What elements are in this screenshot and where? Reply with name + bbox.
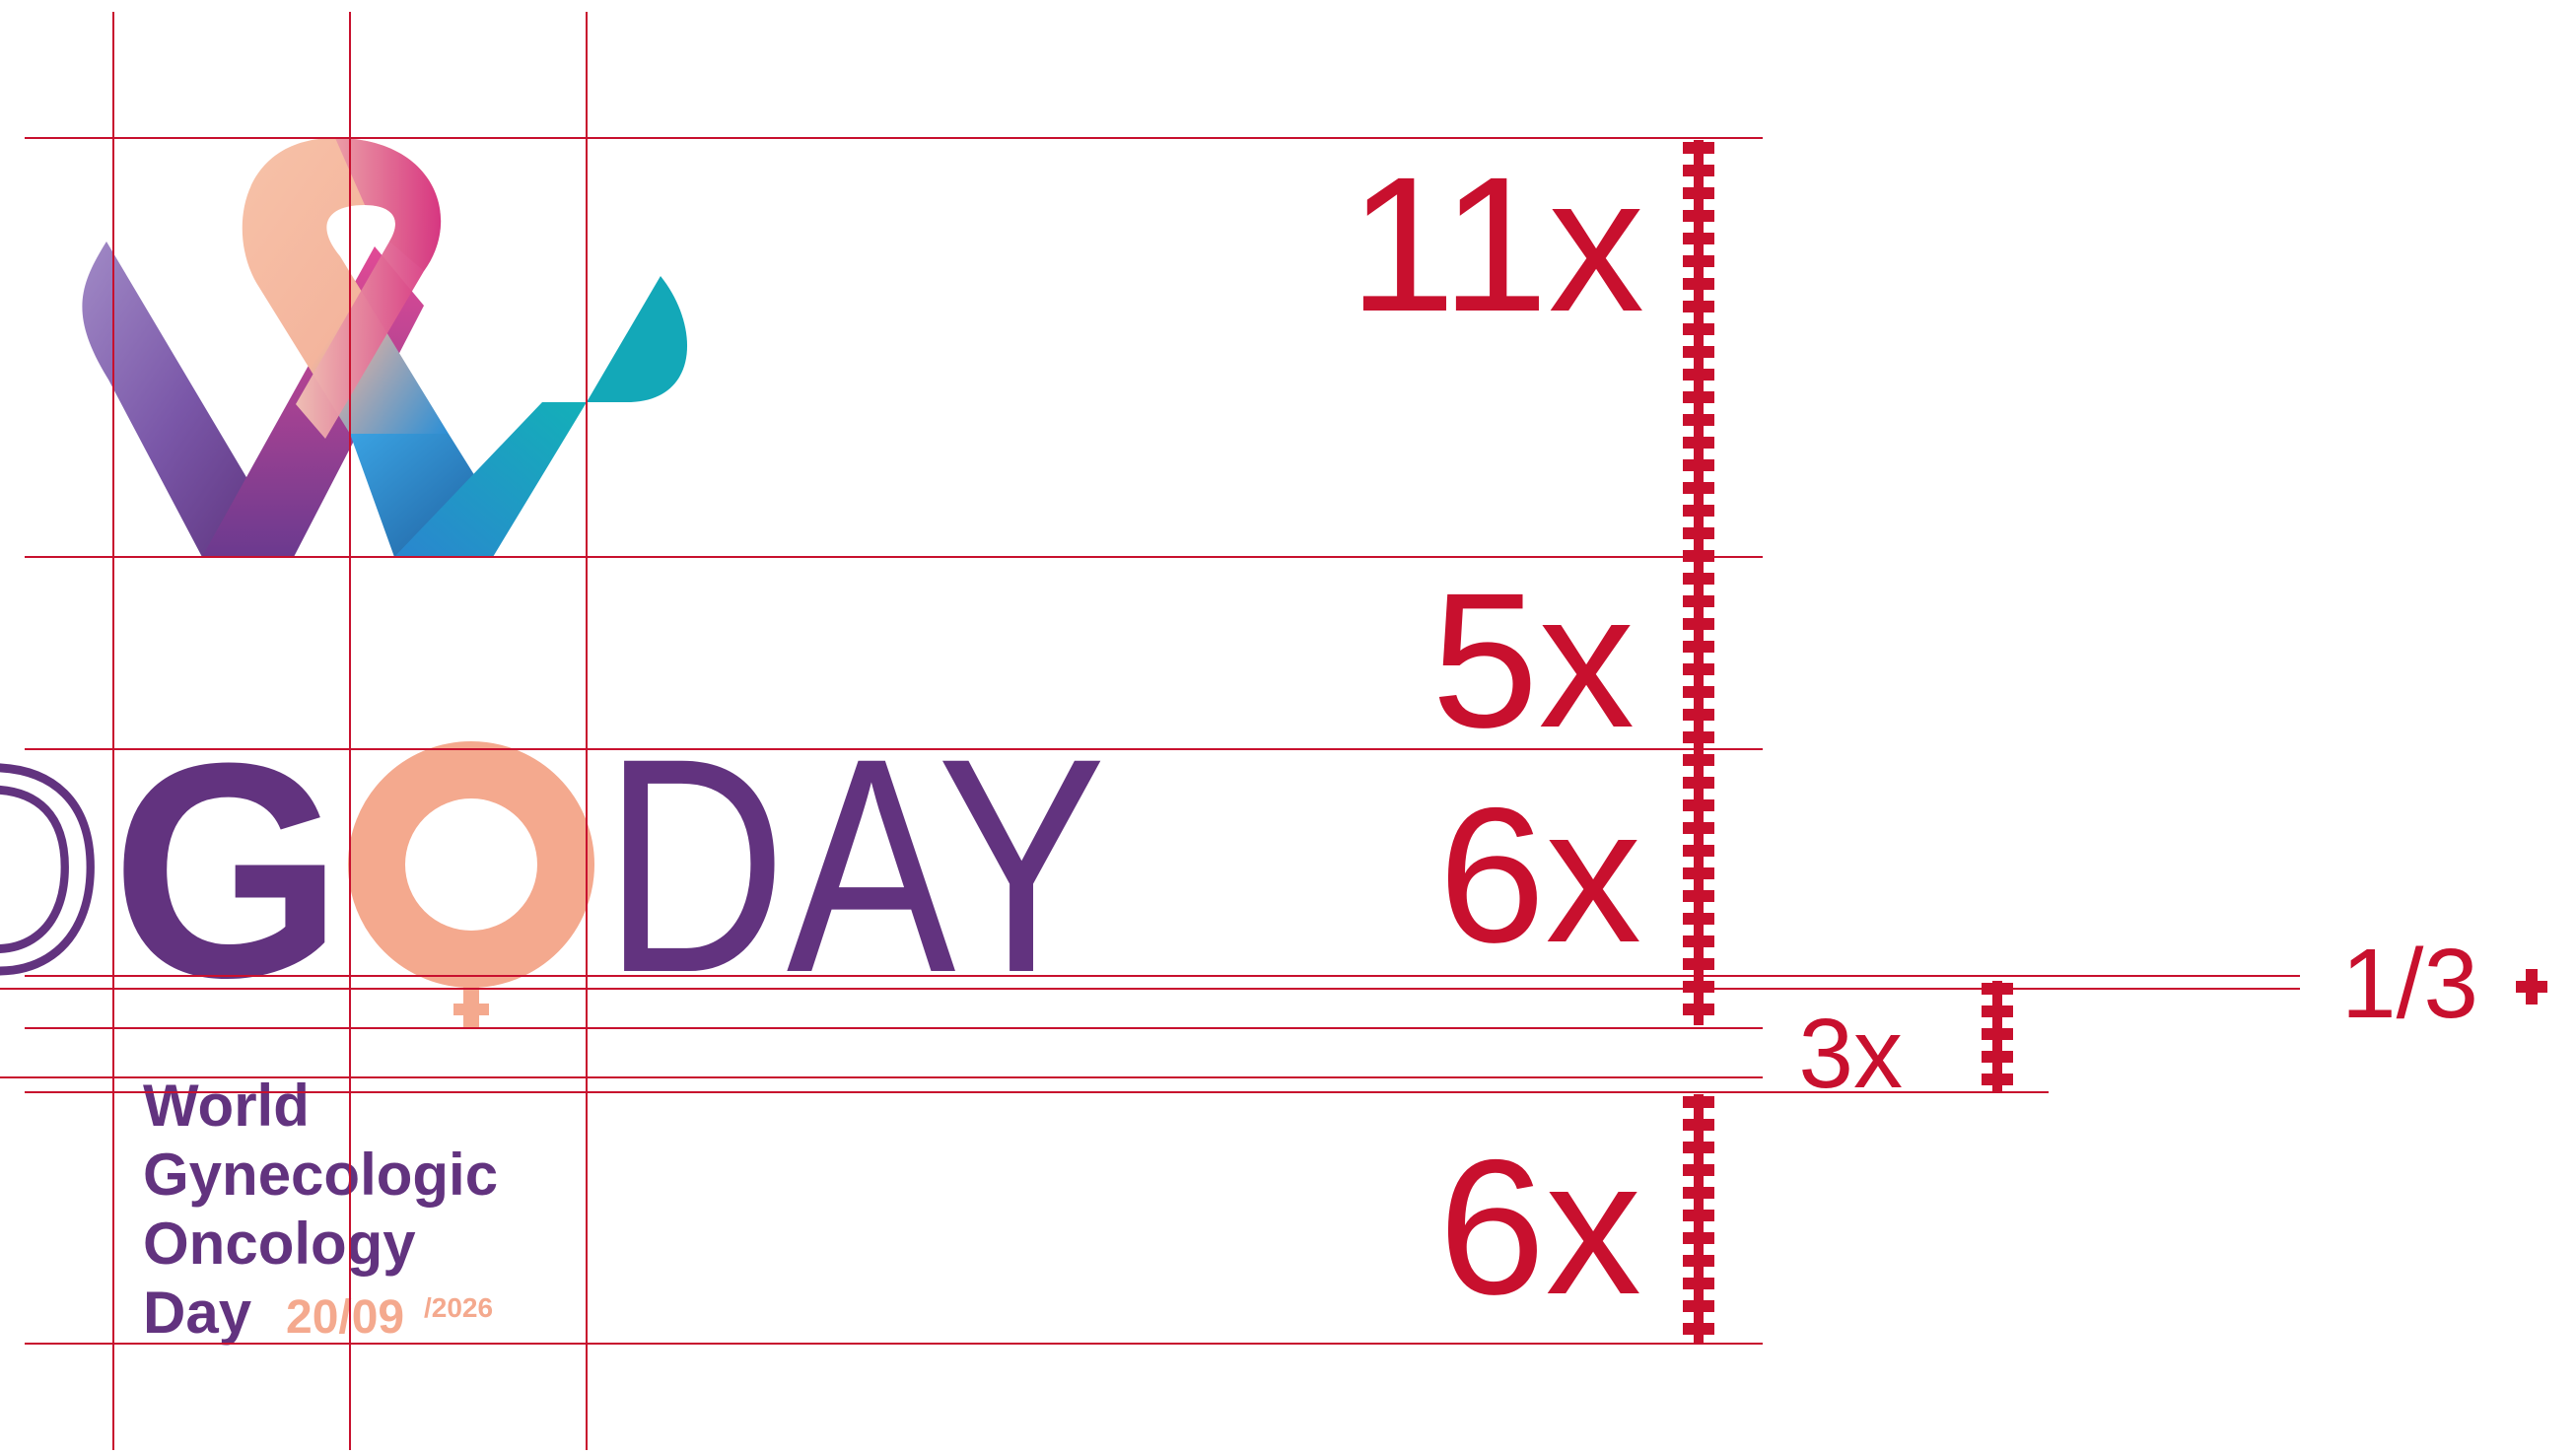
- ruler-tick: [1683, 867, 1714, 879]
- ruler-tick: [1982, 1005, 2013, 1017]
- ruler-tick: [1683, 1323, 1714, 1335]
- ruler-tick: [1683, 437, 1714, 449]
- ruler-tick: [1683, 550, 1714, 562]
- ruler-tick: [1683, 935, 1714, 947]
- ruler-tick: [1683, 709, 1714, 721]
- ruler-tick: [1683, 595, 1714, 607]
- ruler-tick: [1683, 1255, 1714, 1267]
- ruler-tick: [1683, 323, 1714, 335]
- ruler-tick: [1683, 1096, 1714, 1108]
- ruler-tick: [1683, 459, 1714, 471]
- wordmark: D G O DAY: [0, 0, 1106, 1041]
- measurement-labels: 11x 5x 6x 6x 3x 1/3: [1349, 137, 2547, 1335]
- ruler-tick: [1683, 731, 1714, 743]
- measure-label-11x: 11x: [1349, 137, 1644, 352]
- ruler-tick: [1683, 1004, 1714, 1015]
- tagline-line-world: World: [143, 1073, 310, 1139]
- ruler-tick: [1683, 1278, 1714, 1289]
- ruler-tick: [1683, 255, 1714, 267]
- ruler-tick: [1683, 391, 1714, 403]
- measure-label-5x: 5x: [1431, 553, 1635, 768]
- ruler-tick: [1683, 527, 1714, 539]
- ruler-tick: [1683, 369, 1714, 381]
- measure-label-6x-wordmark: 6x: [1438, 768, 1641, 983]
- ruler-tick: [1683, 754, 1714, 766]
- tagline-line-oncology: Oncology: [143, 1211, 416, 1277]
- ruler-tick: [1683, 165, 1714, 176]
- ruler-tick: [1683, 890, 1714, 902]
- wordmark-day: DAY: [603, 694, 1106, 1036]
- ruler-tick: [1683, 1142, 1714, 1153]
- tagline: World Gynecologic Oncology Day 20/09 /20…: [143, 1073, 498, 1346]
- ruler-tick: [1683, 233, 1714, 244]
- ribbon-w-symbol-icon: [82, 138, 688, 557]
- ruler-tick: [1683, 958, 1714, 970]
- ruler-tick: [1683, 142, 1714, 154]
- measurement-ruler-main: [1683, 140, 1714, 1343]
- measure-label-one-third: 1/3: [2341, 929, 2478, 1039]
- ruler-tick: [1683, 641, 1714, 653]
- ruler-tick: [1683, 210, 1714, 222]
- ruler-tick: [1683, 663, 1714, 675]
- ruler-tick: [1683, 346, 1714, 358]
- wordmark-letter-g: G: [111, 699, 343, 1041]
- ruler-tick: [1683, 777, 1714, 789]
- ruler-tick: [1683, 981, 1714, 993]
- ruler-tick: [1683, 913, 1714, 925]
- ruler-tick: [1683, 505, 1714, 517]
- tagline-line-day: Day: [143, 1280, 252, 1346]
- ruler-tick: [1982, 983, 2013, 995]
- ruler-tick: [1683, 482, 1714, 494]
- ruler-tick: [1982, 1051, 2013, 1063]
- wordmark-letter-d-cropped: D: [0, 703, 104, 1034]
- ruler-tick: [1683, 187, 1714, 199]
- ruler-tick: [1683, 618, 1714, 630]
- ruler-tick: [1683, 1210, 1714, 1221]
- ruler-tick: [1683, 799, 1714, 811]
- one-third-unit-mark: [2516, 969, 2547, 1005]
- ruler-tick: [1683, 573, 1714, 585]
- ruler-tick: [1982, 1028, 2013, 1040]
- ruler-tick: [1683, 1164, 1714, 1176]
- ruler-tick: [1683, 301, 1714, 312]
- female-symbol-icon: [348, 741, 594, 1027]
- wordmark-letter-o: O: [0, 0, 1, 1]
- ruler-tick: [1683, 1232, 1714, 1244]
- guide-lines: [0, 12, 2300, 1450]
- measure-label-3x: 3x: [1798, 999, 1903, 1109]
- tagline-date: 20/09: [286, 1291, 404, 1344]
- ruler-tick: [1683, 845, 1714, 857]
- tagline-year: /2026: [424, 1292, 493, 1323]
- ruler-tick: [1683, 1119, 1714, 1131]
- ruler-tick: [1982, 1074, 2013, 1085]
- ruler-tick: [1683, 1187, 1714, 1199]
- tagline-line-gynecologic: Gynecologic: [143, 1142, 498, 1208]
- ruler-tick: [1683, 822, 1714, 834]
- measurement-ruler-small: [1982, 981, 2013, 1092]
- ruler-tick: [1683, 1300, 1714, 1312]
- measure-label-6x-tagline: 6x: [1438, 1120, 1641, 1335]
- ruler-tick: [1683, 414, 1714, 426]
- ruler-tick: [1683, 686, 1714, 698]
- ruler-tick: [1683, 278, 1714, 290]
